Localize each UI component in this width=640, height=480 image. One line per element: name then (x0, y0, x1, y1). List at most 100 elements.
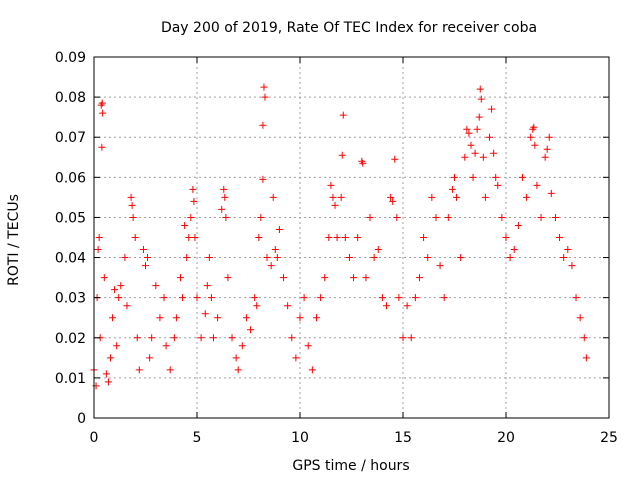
x-tick-label: 10 (291, 430, 309, 446)
data-point (391, 155, 399, 163)
data-point (527, 133, 535, 141)
data-point (292, 354, 300, 362)
data-point (327, 181, 335, 189)
data-point (476, 85, 484, 93)
y-tick-label: 0.05 (55, 210, 86, 226)
data-point (177, 274, 185, 282)
data-point (94, 246, 102, 254)
data-point (129, 213, 137, 221)
data-point (247, 326, 255, 334)
x-axis-label: GPS time / hours (292, 458, 409, 474)
data-point (201, 310, 209, 318)
data-point (113, 342, 121, 350)
data-point (131, 234, 139, 241)
data-point (530, 123, 538, 131)
data-point (477, 95, 485, 103)
data-point (475, 113, 483, 121)
data-point (135, 366, 143, 374)
data-point (576, 314, 584, 322)
data-point (490, 149, 498, 157)
data-point (257, 213, 265, 221)
data-point (203, 282, 211, 290)
data-point (98, 143, 106, 151)
data-point (115, 294, 123, 302)
data-point (111, 286, 119, 294)
data-point (191, 234, 199, 241)
data-point (181, 221, 189, 229)
data-point (221, 193, 229, 201)
data-point (259, 175, 267, 183)
data-point (453, 193, 461, 201)
data-point (271, 246, 279, 254)
data-point (123, 302, 131, 310)
data-point (317, 294, 325, 302)
data-point (325, 234, 333, 241)
data-point (448, 185, 456, 193)
data-points (90, 83, 590, 390)
data-point (415, 274, 423, 282)
y-axis-label: ROTI / TECUs (6, 194, 22, 286)
data-point (152, 282, 160, 290)
data-point (337, 193, 345, 201)
data-point (467, 141, 475, 149)
data-point (389, 197, 397, 205)
data-point (560, 254, 568, 262)
data-point (224, 274, 232, 282)
data-point (502, 234, 510, 241)
data-point (288, 334, 296, 342)
data-point (411, 294, 419, 302)
data-point (162, 342, 170, 350)
data-point (139, 246, 147, 254)
data-point (109, 314, 117, 322)
data-point (99, 109, 107, 117)
data-point (102, 370, 110, 378)
data-point (469, 173, 477, 181)
data-point (261, 93, 269, 101)
data-point (457, 254, 465, 262)
data-point (370, 254, 378, 262)
data-point (209, 334, 217, 342)
data-point (506, 254, 514, 262)
data-point (407, 334, 415, 342)
data-point (183, 254, 191, 262)
x-tick-label: 20 (497, 430, 515, 446)
data-point (269, 193, 277, 201)
data-point (545, 133, 553, 141)
data-point (228, 334, 236, 342)
data-point (127, 193, 135, 201)
data-point (393, 213, 401, 221)
data-point (193, 294, 201, 302)
data-point (580, 334, 588, 342)
data-point (104, 378, 112, 386)
data-point (471, 149, 479, 157)
data-point (220, 185, 228, 193)
data-point (308, 366, 316, 374)
data-point (179, 294, 187, 302)
data-point (275, 225, 283, 233)
data-point (486, 133, 494, 141)
data-point (374, 246, 382, 254)
data-point (142, 262, 149, 270)
data-point (133, 334, 141, 342)
data-point (148, 334, 156, 342)
y-tick-label: 0.07 (55, 130, 86, 146)
data-point (156, 314, 164, 322)
data-point (461, 153, 469, 161)
data-point (510, 246, 518, 254)
chart-title: Day 200 of 2019, Rate Of TEC Index for r… (161, 20, 537, 36)
data-point (345, 254, 353, 262)
data-point (95, 234, 103, 241)
data-point (556, 234, 564, 241)
data-point (170, 334, 178, 342)
data-point (117, 282, 125, 290)
data-point (403, 302, 411, 310)
data-point (253, 302, 261, 310)
data-point (98, 99, 106, 107)
data-point (273, 254, 281, 262)
data-point (260, 83, 268, 91)
data-point (428, 193, 436, 201)
data-point (514, 221, 522, 229)
data-point (242, 314, 250, 322)
data-point (284, 302, 292, 310)
